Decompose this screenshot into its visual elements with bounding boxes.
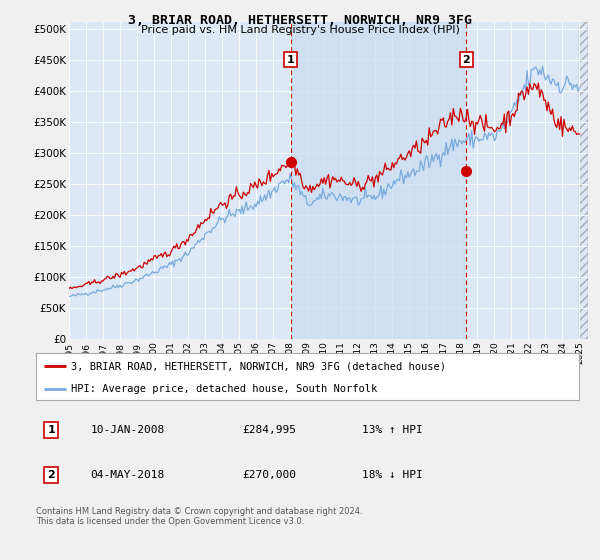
Text: Contains HM Land Registry data © Crown copyright and database right 2024.
This d: Contains HM Land Registry data © Crown c… (36, 507, 362, 526)
Text: Price paid vs. HM Land Registry's House Price Index (HPI): Price paid vs. HM Land Registry's House … (140, 25, 460, 35)
Text: 2: 2 (47, 470, 55, 480)
Text: 3, BRIAR ROAD, HETHERSETT, NORWICH, NR9 3FG: 3, BRIAR ROAD, HETHERSETT, NORWICH, NR9 … (128, 14, 472, 27)
Text: HPI: Average price, detached house, South Norfolk: HPI: Average price, detached house, Sout… (71, 384, 377, 394)
Text: £284,995: £284,995 (242, 425, 296, 435)
Text: 18% ↓ HPI: 18% ↓ HPI (362, 470, 422, 480)
Bar (291, 22, 466, 339)
Text: 1: 1 (47, 425, 55, 435)
Text: 13% ↑ HPI: 13% ↑ HPI (362, 425, 422, 435)
Text: 3, BRIAR ROAD, HETHERSETT, NORWICH, NR9 3FG (detached house): 3, BRIAR ROAD, HETHERSETT, NORWICH, NR9 … (71, 361, 446, 371)
Text: 2: 2 (462, 55, 470, 64)
Text: £270,000: £270,000 (242, 470, 296, 480)
Text: 10-JAN-2008: 10-JAN-2008 (91, 425, 164, 435)
Text: 1: 1 (287, 55, 295, 64)
Text: 04-MAY-2018: 04-MAY-2018 (91, 470, 164, 480)
